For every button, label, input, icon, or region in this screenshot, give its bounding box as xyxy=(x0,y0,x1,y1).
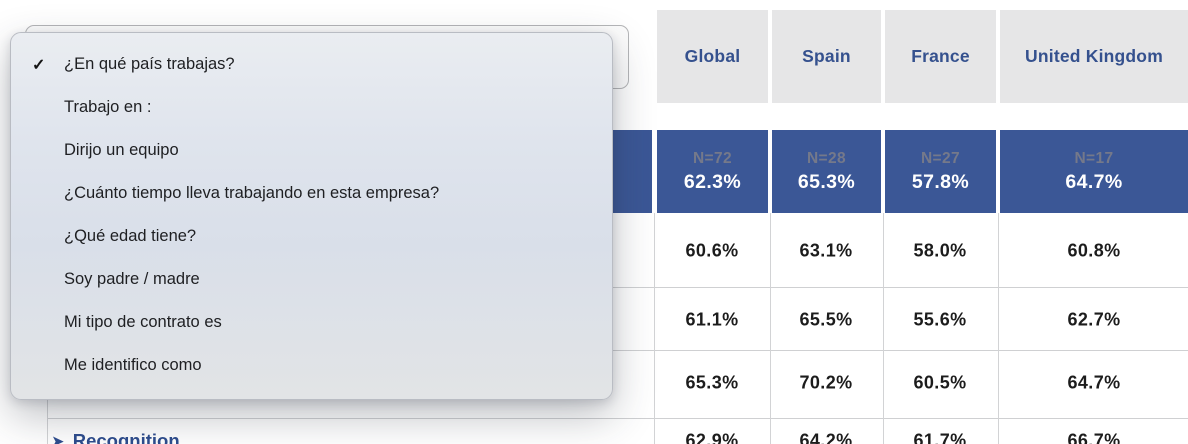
menu-item-label: Me identifico como xyxy=(64,356,202,374)
menu-item-label: Soy padre / madre xyxy=(64,270,200,288)
summary-cell-global: N=72 62.3% xyxy=(657,130,768,213)
sample-size: N=28 xyxy=(806,149,847,167)
summary-value: 64.7% xyxy=(1065,170,1123,193)
summary-cell-spain: N=28 65.3% xyxy=(772,130,881,213)
menu-item-tipo-de-contrato[interactable]: Mi tipo de contrato es xyxy=(11,301,612,344)
column-header-united-kingdom: United Kingdom xyxy=(1000,10,1188,103)
table-cell-value: 60.6% xyxy=(685,240,739,261)
menu-item-que-edad[interactable]: ¿Qué edad tiene? xyxy=(11,215,612,258)
table-cell-value: 62.9% xyxy=(685,430,739,444)
summary-value: 62.3% xyxy=(683,170,742,193)
row-divider xyxy=(47,418,1188,419)
table-cell-value: 55.6% xyxy=(913,309,967,330)
menu-item-cuanto-tiempo[interactable]: ¿Cuánto tiempo lleva trabajando en esta … xyxy=(11,172,612,215)
table-cell-value: 60.8% xyxy=(1067,240,1121,261)
category-row-recognition[interactable]: ➤ Recognition xyxy=(52,430,180,444)
category-row-label: Recognition xyxy=(72,430,180,444)
question-dropdown-menu: ✓ ¿En qué país trabajas? Trabajo en : Di… xyxy=(10,32,613,400)
column-header-france: France xyxy=(885,10,996,103)
menu-item-label: Dirijo un equipo xyxy=(64,141,179,159)
checkmark-icon: ✓ xyxy=(32,56,46,74)
menu-item-label: ¿Cuánto tiempo lleva trabajando en esta … xyxy=(64,184,440,202)
column-header-label: France xyxy=(911,46,970,66)
table-cell-value: 60.5% xyxy=(913,372,967,393)
menu-item-soy-padre-madre[interactable]: Soy padre / madre xyxy=(11,258,612,301)
column-header-spain: Spain xyxy=(772,10,881,103)
table-cell-value: 70.2% xyxy=(799,372,853,393)
summary-value: 57.8% xyxy=(911,170,970,193)
menu-item-label: ¿Qué edad tiene? xyxy=(64,227,197,245)
table-cell-value: 66.7% xyxy=(1067,430,1121,444)
summary-cell-france: N=27 57.8% xyxy=(885,130,996,213)
table-cell-value: 58.0% xyxy=(913,240,967,261)
row-divider xyxy=(47,287,1188,288)
menu-item-pais-trabajas[interactable]: ✓ ¿En qué país trabajas? xyxy=(11,43,612,86)
menu-item-label: Mi tipo de contrato es xyxy=(64,313,222,331)
column-divider xyxy=(883,213,884,444)
column-header-label: Spain xyxy=(802,46,851,66)
table-cell-value: 64.7% xyxy=(1067,372,1121,393)
menu-item-label: Trabajo en : xyxy=(64,98,152,116)
menu-item-trabajo-en[interactable]: Trabajo en : xyxy=(11,86,612,129)
column-divider xyxy=(654,213,655,444)
summary-value: 65.3% xyxy=(797,170,856,193)
table-cell-value: 61.1% xyxy=(685,309,739,330)
table-cell-value: 64.2% xyxy=(799,430,853,444)
sample-size: N=17 xyxy=(1074,149,1114,167)
column-header-label: United Kingdom xyxy=(1025,46,1163,66)
table-cell-value: 61.7% xyxy=(913,430,967,444)
menu-item-dirijo-un-equipo[interactable]: Dirijo un equipo xyxy=(11,129,612,172)
column-header-label: Global xyxy=(684,46,741,66)
row-divider xyxy=(47,350,1188,351)
sample-size: N=27 xyxy=(920,149,961,167)
menu-item-label: ¿En qué país trabajas? xyxy=(64,55,235,73)
column-divider xyxy=(770,213,771,444)
sample-size: N=72 xyxy=(692,149,733,167)
table-cell-value: 65.5% xyxy=(799,309,853,330)
expand-arrow-icon: ➤ xyxy=(52,433,64,444)
menu-item-me-identifico-como[interactable]: Me identifico como xyxy=(11,344,612,387)
column-header-global: Global xyxy=(657,10,768,103)
column-divider xyxy=(998,213,999,444)
summary-cell-united-kingdom: N=17 64.7% xyxy=(1000,130,1188,213)
table-cell-value: 63.1% xyxy=(799,240,853,261)
table-cell-value: 65.3% xyxy=(685,372,739,393)
table-cell-value: 62.7% xyxy=(1067,309,1121,330)
